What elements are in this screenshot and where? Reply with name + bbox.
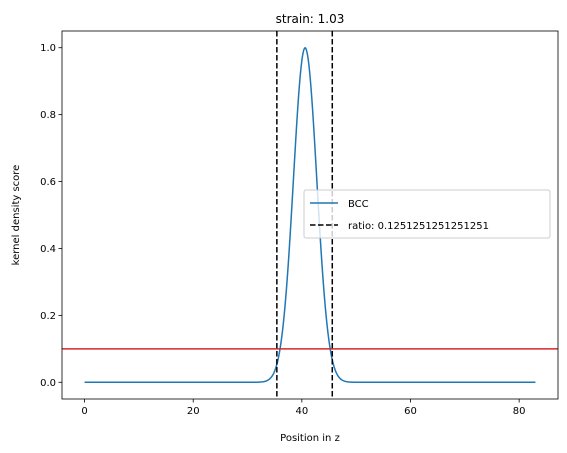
- x-tick-label-0: 0: [81, 406, 87, 417]
- y-tick-label-2: 0.4: [40, 244, 56, 255]
- y-tick-label-0: 0.0: [40, 378, 56, 389]
- x-tick-label-3: 60: [404, 406, 417, 417]
- x-tick-label-2: 40: [295, 406, 308, 417]
- y-tick-label-5: 1.0: [40, 43, 56, 54]
- plot-frame: [61, 30, 559, 400]
- y-tick-label-3: 0.6: [40, 177, 56, 188]
- y-tick-label-4: 0.8: [40, 110, 56, 121]
- chart-title: strain: 1.03: [276, 12, 345, 26]
- x-tick-label-1: 20: [187, 406, 200, 417]
- y-axis-label: kernel density score: [11, 165, 22, 266]
- x-axis-label: Position in z: [280, 433, 340, 444]
- legend-box: [303, 189, 551, 239]
- series-line-bcc: [84, 47, 536, 384]
- x-tick-label-4: 80: [513, 406, 526, 417]
- y-tick-label-1: 0.2: [40, 311, 56, 322]
- legend: BCC ratio: 0.1251251251251251: [303, 189, 551, 239]
- legend-label-ratio: ratio: 0.1251251251251251: [348, 221, 489, 232]
- axes: 0 20 40 60 80 0.0 0.2 0.4 0.6 0.8 1.0: [40, 30, 559, 417]
- legend-label-bcc: BCC: [348, 199, 369, 210]
